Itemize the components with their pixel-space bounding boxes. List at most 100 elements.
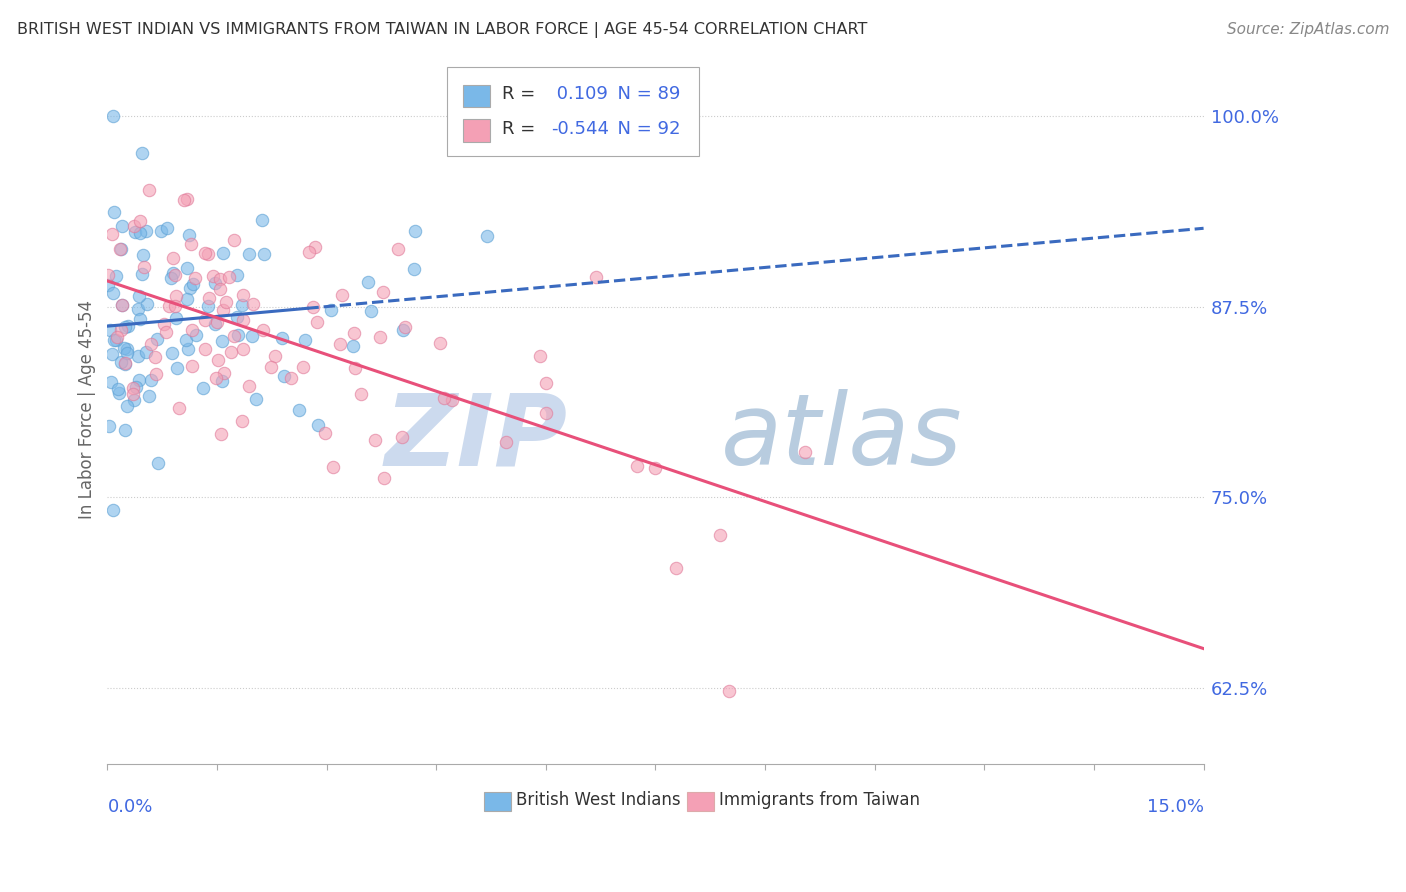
Point <box>117 319 139 334</box>
Point <box>218 270 240 285</box>
Point <box>211 303 233 318</box>
Point <box>495 434 517 449</box>
Point <box>191 382 214 396</box>
Point <box>156 221 179 235</box>
Point <box>159 300 181 314</box>
Point <box>343 326 366 340</box>
Text: BRITISH WEST INDIAN VS IMMIGRANTS FROM TAIWAN IN LABOR FORCE | AGE 45-54 CORRELA: BRITISH WEST INDIAN VS IMMIGRANTS FROM T… <box>17 22 868 38</box>
Point <box>181 323 204 337</box>
Point <box>111 298 134 312</box>
Point <box>585 270 607 285</box>
Point <box>122 387 145 401</box>
Point <box>98 418 121 433</box>
Point <box>180 236 202 251</box>
Text: British West Indians: British West Indians <box>516 790 681 808</box>
Point <box>122 381 145 395</box>
FancyBboxPatch shape <box>485 792 510 811</box>
Point <box>114 320 136 334</box>
Point <box>215 294 238 309</box>
Point <box>148 456 170 470</box>
Point <box>209 282 232 296</box>
Text: Immigrants from Taiwan: Immigrants from Taiwan <box>718 790 920 808</box>
Point <box>138 389 160 403</box>
Point <box>145 367 167 381</box>
Point <box>155 326 177 340</box>
Point <box>112 341 135 355</box>
Point <box>292 359 315 374</box>
Point <box>534 376 557 390</box>
Point <box>343 361 366 376</box>
Point <box>204 317 226 331</box>
Point <box>124 219 146 234</box>
Point <box>330 288 353 302</box>
Point <box>307 315 329 329</box>
Point <box>709 528 731 542</box>
Point <box>125 380 148 394</box>
Point <box>139 373 162 387</box>
Point <box>105 330 128 344</box>
Point <box>207 353 229 368</box>
Point <box>280 371 302 385</box>
Point <box>232 287 254 301</box>
Point <box>644 461 666 475</box>
Point <box>665 561 688 575</box>
Point <box>225 268 247 283</box>
Point <box>165 289 187 303</box>
Text: 0.109: 0.109 <box>551 85 609 103</box>
Point <box>186 328 208 343</box>
Point <box>129 312 152 326</box>
FancyBboxPatch shape <box>463 120 489 142</box>
Point <box>135 345 157 359</box>
Point <box>179 281 201 295</box>
Point <box>198 291 221 305</box>
Point <box>136 297 159 311</box>
Point <box>114 423 136 437</box>
Point <box>433 391 456 405</box>
Point <box>107 385 129 400</box>
Point <box>194 313 217 327</box>
Point <box>204 276 226 290</box>
Point <box>219 344 242 359</box>
Text: N = 92: N = 92 <box>606 120 681 138</box>
Point <box>131 146 153 161</box>
Point <box>342 339 364 353</box>
Point <box>115 345 138 359</box>
Point <box>529 350 551 364</box>
Point <box>103 503 125 517</box>
Point <box>402 262 425 277</box>
Point <box>350 387 373 401</box>
Point <box>194 342 217 356</box>
Point <box>211 375 233 389</box>
Point <box>101 109 124 123</box>
Point <box>176 260 198 275</box>
Point <box>127 301 149 316</box>
Point <box>167 401 190 415</box>
Point <box>212 366 235 380</box>
Point <box>128 373 150 387</box>
Point <box>429 336 451 351</box>
FancyBboxPatch shape <box>447 67 699 156</box>
Point <box>231 414 253 428</box>
Point <box>108 242 131 256</box>
Point <box>177 343 200 357</box>
Point <box>176 292 198 306</box>
Point <box>307 417 329 432</box>
Point <box>162 251 184 265</box>
Point <box>138 183 160 197</box>
Point <box>240 329 263 343</box>
Point <box>149 224 172 238</box>
Text: ZIP: ZIP <box>385 390 568 486</box>
Point <box>131 267 153 281</box>
Point <box>110 242 132 256</box>
Point <box>391 430 413 444</box>
Point <box>357 276 380 290</box>
Point <box>105 333 128 347</box>
Point <box>287 403 309 417</box>
FancyBboxPatch shape <box>463 85 489 107</box>
Point <box>114 357 136 371</box>
Point <box>111 219 134 233</box>
Point <box>238 379 260 393</box>
Point <box>211 334 233 348</box>
Point <box>477 228 499 243</box>
Text: N = 89: N = 89 <box>606 85 681 103</box>
